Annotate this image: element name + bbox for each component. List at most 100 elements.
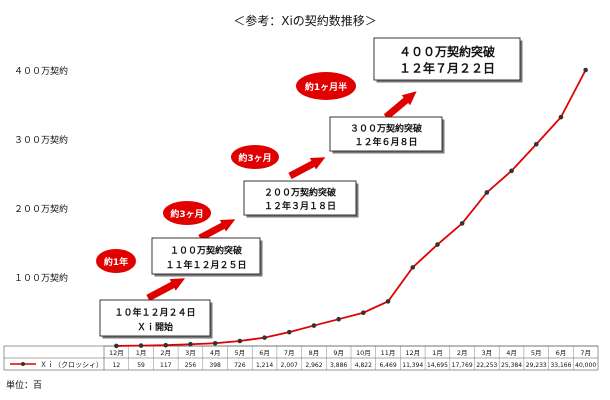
x-tick-label: 6月	[259, 349, 270, 357]
x-tick-label: 2月	[457, 349, 468, 357]
data-point	[212, 340, 218, 346]
annotation-box	[329, 116, 443, 152]
annotation-text: １２年７月２２日	[399, 61, 495, 76]
period-badge	[231, 145, 279, 169]
table-value: 6,469	[379, 362, 396, 369]
annotation-text: ３００万契約突破	[350, 123, 423, 135]
annotation-text: １２年６月８日	[354, 136, 417, 148]
legend-label: Ｘｉ（クロッシィ）	[40, 361, 103, 369]
period-badge	[296, 72, 356, 100]
y-tick-label: １００万契約	[14, 272, 68, 284]
table-value: 2,962	[305, 362, 322, 369]
data-point	[237, 338, 243, 344]
table-value: 4,822	[355, 362, 372, 369]
x-tick-label: 2月	[160, 349, 171, 357]
data-point	[484, 190, 490, 195]
progress-arrow	[288, 157, 326, 180]
data-point	[114, 343, 119, 349]
table-value: 117	[160, 362, 172, 369]
annotation-box	[99, 299, 211, 337]
table-value: 12	[113, 362, 121, 369]
x-tick-label: 9月	[333, 349, 344, 357]
table-value: 398	[209, 362, 221, 369]
x-tick-label: 12月	[109, 349, 124, 357]
table-value: 59	[137, 362, 145, 369]
period-badge-label: 約1年	[104, 256, 128, 268]
annotation-box	[243, 180, 357, 216]
table-value: 40,000	[575, 362, 596, 369]
data-point	[336, 316, 341, 322]
progress-arrow	[383, 91, 417, 120]
arrow-shape	[146, 278, 186, 302]
x-tick-label: 12月	[405, 349, 420, 357]
data-point	[262, 335, 267, 340]
annotation-text: ２００万契約突破	[264, 187, 337, 199]
table-value: 11,394	[402, 362, 423, 369]
x-tick-label: 6月	[556, 349, 567, 357]
table-value: 29,233	[526, 362, 547, 369]
x-tick-label: 4月	[506, 349, 517, 357]
table-value: 3,886	[330, 362, 347, 369]
annotation-text: １００万契約突破	[170, 244, 243, 256]
table-value: 22,253	[476, 362, 497, 369]
series-line	[116, 69, 587, 347]
period-badge-label: 約3ヶ月	[238, 152, 271, 164]
chart-title: ＜参考：Xiの契約数推移＞	[233, 14, 377, 28]
unit-note: 単位：百	[6, 381, 43, 391]
y-tick-label: ２００万契約	[14, 203, 68, 215]
annotation-box	[151, 237, 261, 275]
legend-marker	[21, 362, 25, 366]
x-tick-label: 3月	[185, 349, 196, 357]
data-point	[558, 114, 564, 120]
x-tick-label: 1月	[136, 349, 147, 357]
data-point	[286, 329, 292, 335]
table-value: 726	[234, 362, 246, 369]
table-value: 1,214	[256, 362, 273, 369]
period-badge-label: 約3ヶ月	[170, 208, 203, 220]
y-tick-label: ３００万契約	[14, 134, 68, 146]
table-value: 256	[185, 362, 197, 369]
data-point	[163, 342, 169, 348]
y-tick-label: ４００万契約	[14, 65, 68, 77]
data-point	[459, 221, 465, 226]
annotation-text: Ｘｉ開始	[137, 321, 173, 333]
annotation-text: １１年１２月２５日	[165, 259, 246, 271]
x-tick-label: 10月	[356, 349, 371, 357]
arrow-shape	[288, 157, 326, 180]
data-point	[138, 343, 144, 348]
progress-arrow	[146, 278, 186, 302]
annotation-text: １２年３月１８日	[264, 200, 336, 212]
x-tick-label: 8月	[309, 349, 320, 357]
progress-arrow	[198, 219, 236, 242]
table-value: 14,695	[427, 362, 448, 369]
arrow-shape	[198, 219, 236, 242]
data-point	[188, 341, 193, 347]
annotation-box	[373, 37, 521, 81]
table-value: 25,384	[501, 362, 522, 369]
data-point	[410, 265, 416, 270]
annotation-text: １０年１２月２４日	[114, 306, 195, 318]
annotation-text: ４００万契約突破	[399, 44, 495, 59]
data-point	[583, 67, 588, 73]
data-point	[311, 323, 317, 328]
data-point	[361, 310, 366, 316]
x-tick-label: 3月	[482, 349, 493, 357]
x-tick-label: 11月	[381, 349, 396, 357]
table-value: 17,769	[452, 362, 473, 369]
data-point	[435, 242, 440, 247]
period-badge	[96, 249, 136, 273]
x-tick-label: 7月	[284, 349, 295, 357]
table-value: 2,007	[281, 362, 298, 369]
x-tick-label: 1月	[432, 349, 443, 357]
data-point	[533, 141, 539, 147]
arrow-shape	[383, 91, 417, 120]
data-point	[509, 168, 514, 174]
x-tick-label: 5月	[531, 349, 542, 357]
table-value: 33,166	[550, 362, 571, 369]
data-point	[385, 299, 391, 304]
x-tick-label: 4月	[210, 349, 221, 357]
x-tick-label: 5月	[235, 349, 246, 357]
x-tick-label: 7月	[580, 349, 591, 357]
period-badge-label: 約1ヶ月半	[305, 81, 347, 93]
